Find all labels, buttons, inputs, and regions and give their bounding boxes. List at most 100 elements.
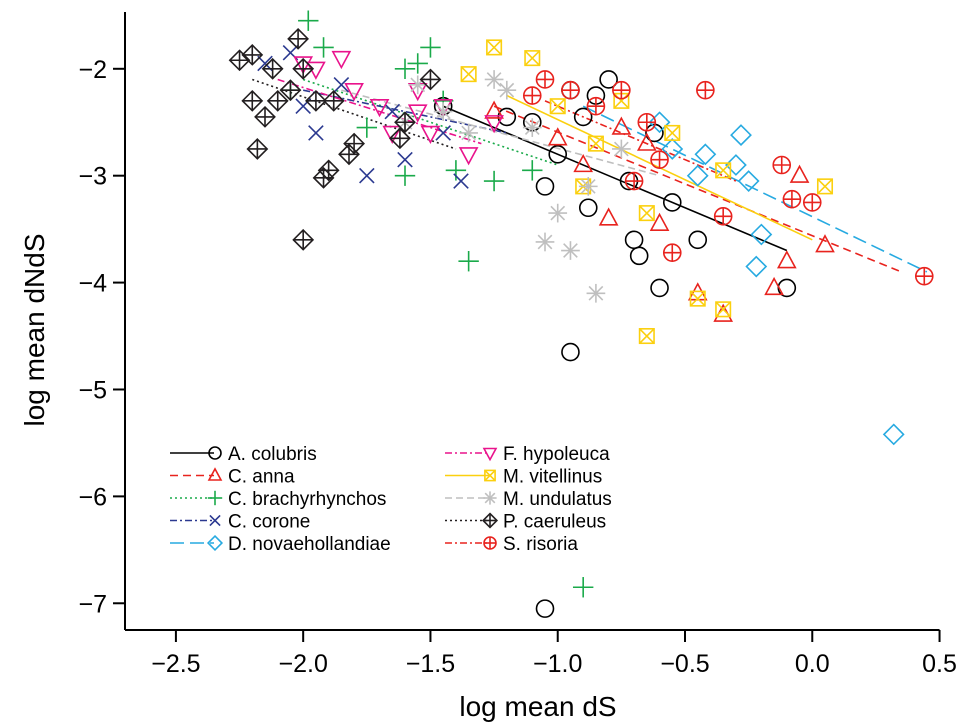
data-point bbox=[241, 89, 264, 112]
data-point bbox=[662, 243, 682, 262]
legend-label: M. undulatus bbox=[503, 489, 612, 510]
legend-item: D. novaehollandiae bbox=[170, 534, 391, 555]
y-tick-label: −4 bbox=[78, 270, 107, 298]
data-point bbox=[394, 58, 416, 79]
data-point bbox=[308, 125, 324, 141]
legend-label: S. risoria bbox=[503, 534, 578, 555]
data-point bbox=[637, 112, 657, 132]
data-point bbox=[241, 43, 264, 66]
data-point bbox=[689, 290, 706, 307]
fit-line bbox=[252, 78, 457, 150]
data-point bbox=[484, 100, 504, 119]
data-point bbox=[737, 170, 760, 192]
data-point bbox=[715, 301, 732, 318]
data-point bbox=[587, 135, 604, 152]
x-tick-label: −2.5 bbox=[151, 650, 200, 678]
data-point bbox=[312, 166, 335, 189]
legend-item: S. risoria bbox=[445, 534, 578, 555]
data-point bbox=[322, 89, 345, 112]
fit-line bbox=[303, 89, 507, 134]
legend-item: P. caeruleus bbox=[445, 512, 606, 533]
data-point bbox=[598, 207, 619, 226]
data-point bbox=[292, 57, 315, 80]
fit-line bbox=[582, 105, 928, 273]
data-point bbox=[293, 56, 314, 75]
data-point bbox=[561, 241, 580, 260]
data-point bbox=[292, 228, 315, 251]
legend-marker bbox=[207, 467, 223, 481]
data-point bbox=[522, 86, 542, 105]
data-point bbox=[453, 173, 469, 189]
fit-line bbox=[341, 89, 660, 177]
data-point bbox=[356, 117, 378, 138]
data-point bbox=[772, 155, 792, 175]
x-tick-label: −1.0 bbox=[533, 650, 582, 678]
data-point bbox=[745, 255, 768, 278]
data-point bbox=[882, 423, 905, 446]
data-point bbox=[561, 80, 580, 100]
legend-item: C. brachyrhynchos bbox=[170, 489, 386, 510]
x-tick-label: 0.0 bbox=[795, 650, 830, 678]
data-point bbox=[789, 164, 810, 183]
legend-label: D. novaehollandiae bbox=[228, 534, 391, 555]
data-point bbox=[578, 198, 598, 218]
legend-label: C. corone bbox=[228, 512, 310, 533]
data-point bbox=[664, 124, 681, 141]
data-point bbox=[266, 89, 289, 112]
data-point bbox=[522, 118, 542, 137]
data-point bbox=[460, 66, 477, 83]
data-point bbox=[612, 80, 631, 100]
data-point bbox=[713, 207, 733, 226]
data-point bbox=[586, 283, 606, 303]
data-point bbox=[524, 50, 541, 67]
legend-label: F. hypoleuca bbox=[503, 444, 610, 465]
fit-lines bbox=[252, 78, 928, 273]
data-point bbox=[445, 160, 467, 181]
x-tick-label: −1.5 bbox=[406, 650, 455, 678]
data-point bbox=[586, 96, 606, 116]
legend-item: M. vitellinus bbox=[445, 467, 602, 488]
data-point bbox=[686, 164, 709, 187]
data-point bbox=[486, 39, 503, 56]
data-point bbox=[638, 205, 655, 222]
x-tick-label: −2.0 bbox=[279, 650, 328, 678]
y-tick-label: −5 bbox=[78, 376, 107, 404]
data-point bbox=[624, 230, 644, 250]
data-point bbox=[458, 251, 479, 272]
data-point bbox=[254, 105, 276, 128]
data-point bbox=[688, 230, 708, 250]
data-point bbox=[650, 278, 669, 298]
data-point bbox=[776, 250, 797, 269]
data-point bbox=[408, 75, 428, 95]
legend-item: M. undulatus bbox=[445, 489, 612, 510]
data-point bbox=[394, 111, 416, 134]
data-point bbox=[730, 124, 752, 146]
y-tick-label: −2 bbox=[78, 56, 107, 84]
legend-label: A. colubris bbox=[228, 444, 317, 465]
data-point bbox=[338, 143, 360, 166]
y-tick-label: −7 bbox=[78, 590, 107, 618]
legend-marker bbox=[482, 447, 498, 462]
x-axis-label: log mean dS bbox=[459, 691, 616, 722]
data-point bbox=[662, 193, 682, 212]
legend-label: C. brachyrhynchos bbox=[228, 489, 386, 510]
legend-item: C. corone bbox=[170, 512, 310, 533]
data-point bbox=[228, 49, 251, 72]
data-point bbox=[420, 37, 441, 58]
legend-marker bbox=[483, 491, 497, 505]
data-point bbox=[715, 162, 732, 179]
data-point bbox=[397, 151, 413, 168]
data-point bbox=[750, 223, 773, 246]
data-point bbox=[459, 123, 478, 143]
data-point bbox=[298, 10, 319, 31]
data-point bbox=[815, 234, 835, 253]
data-point bbox=[713, 303, 734, 322]
data-point bbox=[484, 115, 504, 134]
legend-label: M. vitellinus bbox=[503, 467, 602, 488]
legend-marker bbox=[209, 514, 221, 527]
data-point bbox=[382, 125, 403, 144]
y-tick-label: −6 bbox=[78, 483, 107, 511]
